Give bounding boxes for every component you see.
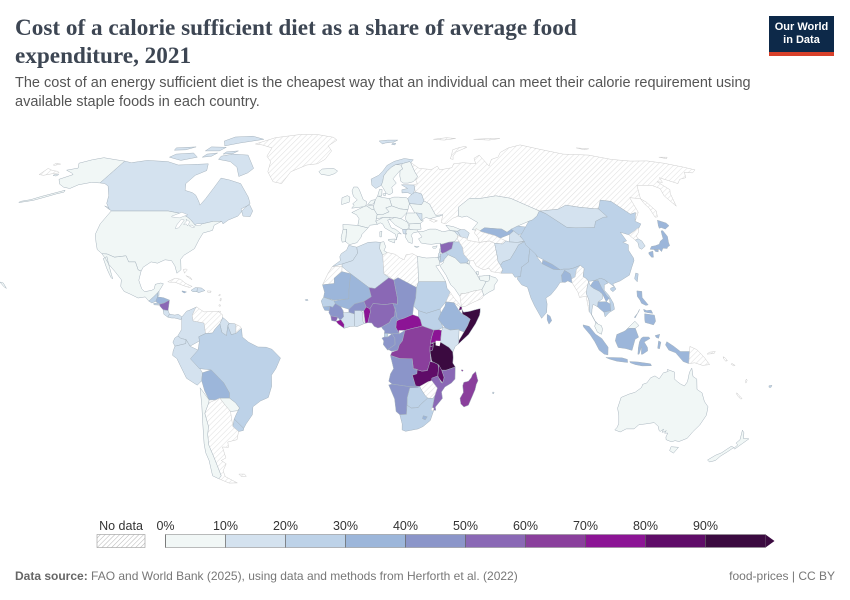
svg-text:40%: 40% — [393, 519, 418, 533]
svg-text:90%: 90% — [693, 519, 718, 533]
svg-text:80%: 80% — [633, 519, 658, 533]
svg-text:50%: 50% — [453, 519, 478, 533]
svg-text:No data: No data — [99, 519, 143, 533]
svg-text:60%: 60% — [513, 519, 538, 533]
svg-text:0%: 0% — [156, 519, 174, 533]
svg-text:70%: 70% — [573, 519, 598, 533]
svg-text:30%: 30% — [333, 519, 358, 533]
svg-text:20%: 20% — [273, 519, 298, 533]
svg-text:10%: 10% — [213, 519, 238, 533]
